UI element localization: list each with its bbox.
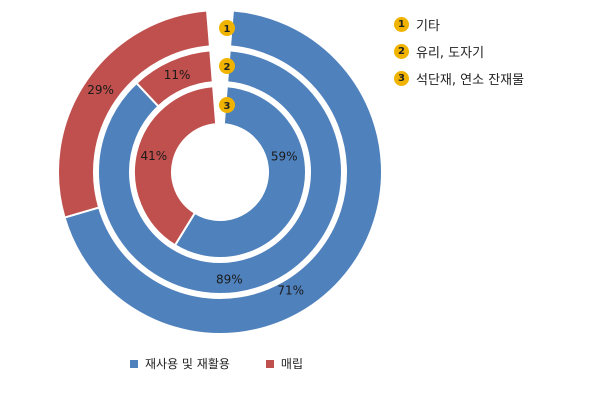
ring-2-landfill-segment (135, 49, 214, 108)
legend-swatch-recycle (130, 359, 138, 368)
ring-2-recycle-segment (97, 49, 343, 295)
ring-legend-label: 기타 (416, 18, 440, 34)
ring-number-legend: 1 기타 2 유리, 도자기 3 석단재, 연소 잔재물 (394, 12, 524, 93)
ring-legend-label: 유리, 도자기 (416, 45, 485, 61)
ring-1-landfill-segment (57, 9, 212, 219)
series-legend: 재사용 및 재활용 매립 (130, 355, 339, 372)
ring-number-badge: 1 (394, 16, 409, 32)
ring-2-landfill-label: 11% (164, 68, 191, 82)
ring-3-recycle-segment (173, 85, 307, 259)
ring-number-badge: 2 (394, 43, 409, 59)
ring-legend-item-1: 1 기타 (394, 12, 524, 36)
ring-1-recycle-label: 71% (277, 284, 304, 298)
legend-item-landfill: 매립 (265, 355, 304, 372)
ring-1-recycle-segment (63, 9, 383, 335)
legend-swatch-landfill (265, 359, 274, 368)
ring-2-number-badge (219, 58, 235, 74)
ring-2-recycle-label: 89% (216, 273, 243, 287)
ring-3-number-badge (219, 97, 235, 113)
ring-1-landfill-label: 29% (87, 83, 114, 97)
ring-legend-item-2: 2 유리, 도자기 (394, 39, 524, 63)
ring-3-landfill-segment (133, 85, 218, 247)
ring-3-recycle-label: 59% (271, 150, 298, 164)
ring-legend-label: 석단재, 연소 잔재물 (416, 72, 525, 88)
ring-legend-item-3: 3 석단재, 연소 잔재물 (394, 66, 524, 90)
ring-3-number-text: 3 (224, 101, 231, 112)
ring-2-number-text: 2 (224, 62, 231, 73)
legend-item-recycle: 재사용 및 재활용 (130, 355, 230, 372)
ring-number-badge: 3 (394, 70, 409, 86)
ring-1-number-text: 1 (224, 24, 231, 35)
ring-3-landfill-label: 41% (141, 149, 168, 163)
ring-1-number-badge (219, 20, 235, 36)
legend-label-landfill: 매립 (280, 357, 304, 371)
legend-label-recycle: 재사용 및 재활용 (145, 357, 230, 371)
